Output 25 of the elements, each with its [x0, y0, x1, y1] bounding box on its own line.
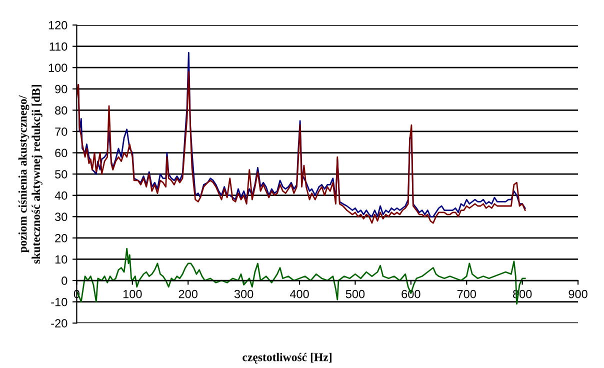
y-tick-label: 40 [54, 191, 68, 200]
x-tick-label: 400 [290, 290, 309, 298]
x-tick-label: 700 [457, 290, 476, 298]
y-tick-label: 60 [55, 148, 68, 158]
y-tick-label: 0 [62, 276, 68, 285]
y-tick-label: 100 [48, 64, 68, 72]
y-tick-label: 120 [48, 21, 68, 30]
y-tick-label: 70 [55, 128, 68, 136]
x-tick-label: 600 [402, 290, 420, 298]
x-tick-label: 900 [568, 290, 588, 298]
y-tick-label: 50 [55, 170, 68, 178]
y-tick-label: -20 [51, 319, 68, 328]
x-axis-title: częstotliwość [Hz] [242, 352, 332, 364]
y-tick-label: 20 [55, 234, 68, 242]
x-tick-label: 500 [346, 290, 365, 298]
y-tick-label: -10 [51, 298, 68, 306]
y-tick-label: 10 [55, 255, 68, 264]
x-tick-label: 300 [234, 290, 254, 298]
y-tick-label: 30 [55, 212, 68, 222]
y-tick-label: 90 [55, 84, 68, 94]
x-tick-label: 200 [178, 290, 198, 298]
y-tick-label: 80 [55, 106, 68, 115]
x-tick-label: 100 [123, 290, 142, 298]
y-tick-label: 110 [50, 42, 68, 51]
y-axis-title: poziom ciśnienia akustycznego/ skuteczność aktywnej redukcji [dB] [18, 85, 42, 264]
